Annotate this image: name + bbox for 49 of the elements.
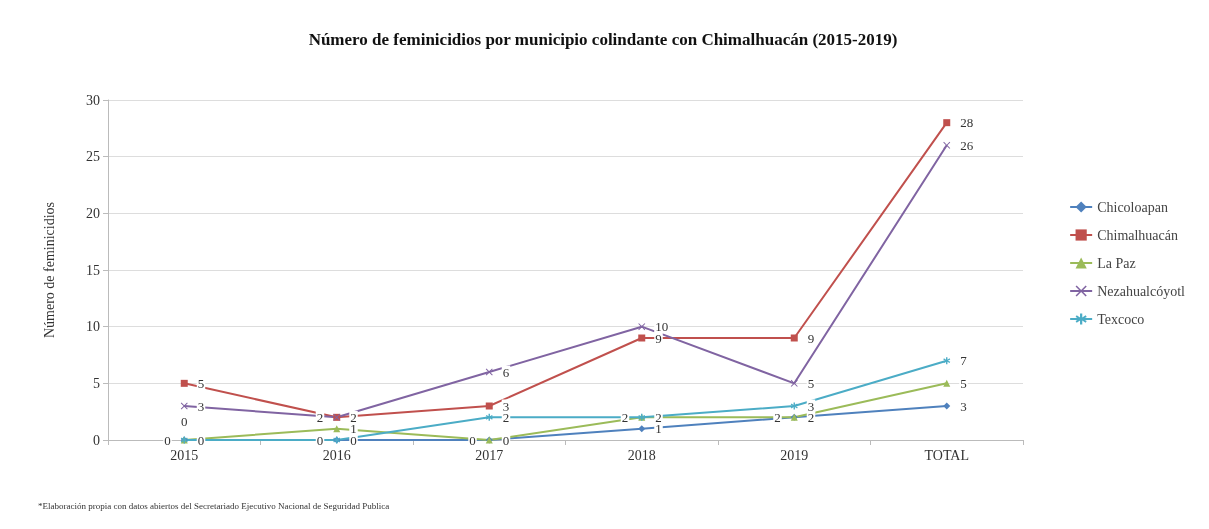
legend-label: Nezahualcóyotl <box>1097 283 1186 299</box>
x-tick-label: 2015 <box>170 447 199 463</box>
data-label: 2 <box>316 409 324 425</box>
text: *Elaboración propia con datos abiertos del Secretariado Ejecutivo Nacional de Seguridad Publica <box>38 500 390 511</box>
data-label: 3 <box>502 398 510 414</box>
legend-label: Chicoloapan <box>1097 199 1168 215</box>
data-label: 3 <box>960 398 967 414</box>
y-tick-label: 30 <box>86 92 100 108</box>
data-label: 0 <box>469 432 476 448</box>
y-tick-label: 20 <box>86 205 100 221</box>
data-label: 6 <box>502 364 510 380</box>
x-tick-label: TOTAL <box>924 447 970 463</box>
data-label: 5 <box>960 375 967 391</box>
data-label: 0 <box>164 432 171 448</box>
legend-label: La Paz <box>1097 255 1136 271</box>
data-label: 2 <box>774 409 781 425</box>
x-tick-label: 2017 <box>475 447 504 463</box>
y-tick-label: 10 <box>86 319 100 335</box>
legend-label: Chimalhuacán <box>1097 227 1179 243</box>
data-label: 10 <box>655 319 669 335</box>
data-label: 3 <box>197 398 205 414</box>
chart-title: Número de feminicidios por municipio colindante con Chimalhuacán (2015-2019) <box>308 30 898 49</box>
data-label: 5 <box>197 375 205 391</box>
data-label: 0 <box>197 432 205 448</box>
data-label: 5 <box>807 375 815 391</box>
x-tick-label: 2016 <box>322 447 351 463</box>
data-label: 1 <box>350 421 357 437</box>
data-label: 0 <box>350 432 357 448</box>
y-tick-label: 15 <box>86 262 100 278</box>
y-tick-label: 25 <box>86 149 100 165</box>
data-label: 9 <box>807 330 815 346</box>
x-tick-label: 2019 <box>780 447 809 463</box>
data-label: 2 <box>350 409 357 425</box>
data-label: 26 <box>960 137 974 153</box>
data-label: 0 <box>502 432 510 448</box>
data-label: 3 <box>807 398 815 414</box>
data-label: 0 <box>181 413 188 429</box>
legend-label: Texcoco <box>1097 311 1145 327</box>
y-tick-label: 0 <box>93 432 100 448</box>
y-axis-title: Número de feminicidios <box>41 201 57 339</box>
y-tick-label: 5 <box>93 375 100 391</box>
data-label: 1 <box>655 421 662 437</box>
data-label: 2 <box>655 409 662 425</box>
x-tick-label: 2018 <box>627 447 656 463</box>
data-label: 9 <box>655 330 662 346</box>
data-label: 7 <box>960 353 968 369</box>
data-label: 28 <box>960 115 974 131</box>
data-label: 0 <box>316 432 324 448</box>
data-label: 2 <box>621 409 629 425</box>
